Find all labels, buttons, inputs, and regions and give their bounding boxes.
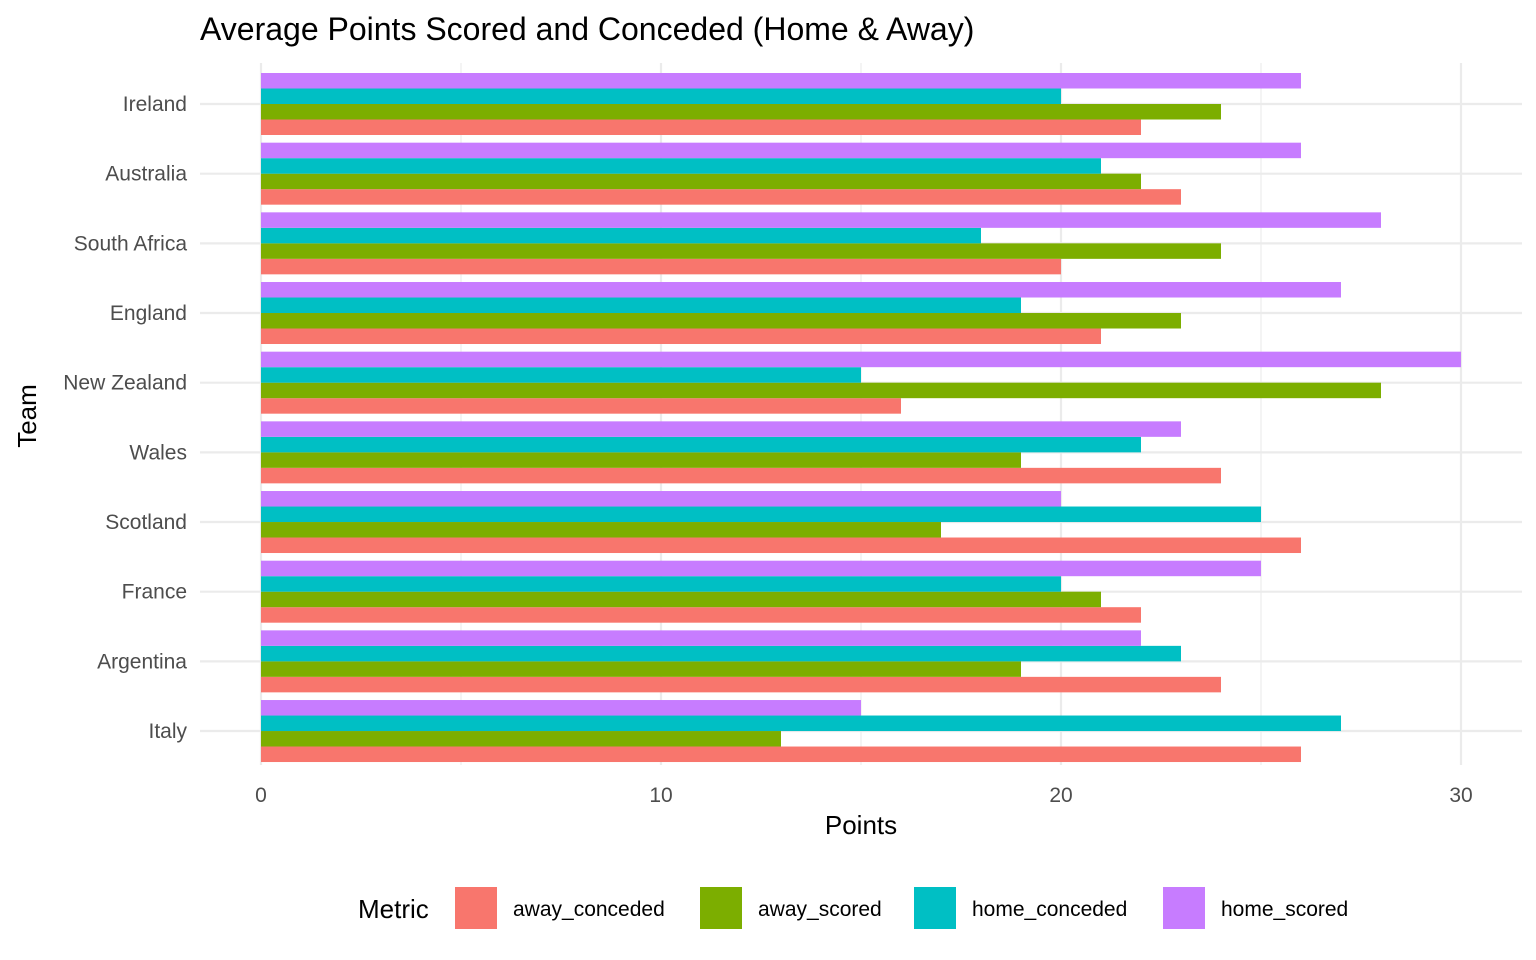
bar-away_scored-australia bbox=[261, 173, 1141, 190]
x-tick-label: 20 bbox=[1049, 784, 1072, 807]
y-tick-label: Scotland bbox=[105, 511, 187, 534]
bar-away_conceded-australia bbox=[261, 189, 1181, 205]
legend-key-away_conceded bbox=[455, 887, 497, 929]
bar-away_scored-south-africa bbox=[261, 243, 1221, 259]
bar-home_scored-france bbox=[261, 560, 1261, 577]
bar-home_conceded-australia bbox=[261, 158, 1101, 174]
legend: Metric away_conceded away_scored home_conc… bbox=[358, 887, 1348, 929]
bar-home_scored-new-zealand bbox=[261, 351, 1461, 368]
bar-home_conceded-south-africa bbox=[261, 227, 981, 244]
bars bbox=[261, 73, 1461, 763]
bar-away_conceded-wales bbox=[261, 467, 1221, 484]
y-axis-ticks: Ireland Australia South Africa England New Z… bbox=[63, 93, 187, 743]
y-tick-label: Argentina bbox=[97, 650, 187, 673]
bar-home_scored-australia bbox=[261, 142, 1301, 159]
bar-away_scored-new-zealand bbox=[261, 382, 1381, 399]
legend-key-away_scored bbox=[700, 887, 742, 929]
bar-home_scored-scotland bbox=[261, 491, 1061, 507]
bar-away_scored-wales bbox=[261, 452, 1021, 468]
bar-home_scored-south-africa bbox=[261, 212, 1381, 228]
bar-away_conceded-south-africa bbox=[261, 258, 1061, 275]
y-axis-title: Team bbox=[12, 384, 42, 448]
bar-away_conceded-argentina bbox=[261, 676, 1221, 693]
x-tick-label: 10 bbox=[649, 784, 672, 807]
y-tick-label: Italy bbox=[148, 720, 187, 743]
legend-label-away_scored: away_scored bbox=[758, 898, 882, 921]
bar-away_scored-argentina bbox=[261, 661, 1021, 677]
bar-away_scored-scotland bbox=[261, 522, 941, 538]
bar-home_conceded-argentina bbox=[261, 645, 1181, 662]
bar-away_conceded-ireland bbox=[261, 119, 1141, 135]
x-axis-title: Points bbox=[825, 810, 897, 840]
y-tick-label: South Africa bbox=[74, 232, 188, 255]
bar-home_conceded-scotland bbox=[261, 506, 1261, 523]
x-tick-label: 30 bbox=[1449, 784, 1472, 807]
y-tick-label: Australia bbox=[105, 163, 187, 186]
legend-label-home_conceded: home_conceded bbox=[972, 898, 1127, 921]
bar-home_scored-england bbox=[261, 282, 1341, 298]
legend-title: Metric bbox=[358, 894, 429, 924]
bar-away_scored-england bbox=[261, 313, 1181, 329]
bar-away_conceded-france bbox=[261, 607, 1141, 623]
bar-away_conceded-italy bbox=[261, 746, 1301, 763]
bar-home_scored-argentina bbox=[261, 630, 1141, 646]
bar-home_conceded-italy bbox=[261, 715, 1341, 732]
bar-home_conceded-ireland bbox=[261, 88, 1061, 104]
bar-away_conceded-new-zealand bbox=[261, 398, 901, 414]
bar-home_conceded-france bbox=[261, 576, 1061, 592]
y-tick-label: England bbox=[110, 302, 187, 325]
bar-away_conceded-scotland bbox=[261, 537, 1301, 554]
y-tick-label: New Zealand bbox=[63, 372, 187, 395]
chart-title: Average Points Scored and Conceded (Home… bbox=[200, 11, 974, 47]
y-tick-label: France bbox=[122, 581, 187, 604]
bar-home_scored-ireland bbox=[261, 73, 1301, 89]
legend-key-home_conceded bbox=[914, 887, 956, 929]
bar-home_conceded-new-zealand bbox=[261, 367, 861, 383]
bar-away_scored-ireland bbox=[261, 104, 1221, 120]
bar-away_conceded-england bbox=[261, 328, 1101, 345]
bar-away_scored-italy bbox=[261, 731, 781, 747]
bar-home_conceded-wales bbox=[261, 436, 1141, 453]
bar-away_scored-france bbox=[261, 591, 1101, 608]
bar-home_scored-wales bbox=[261, 421, 1181, 437]
x-axis-ticks: 0 10 20 30 bbox=[255, 784, 1473, 807]
bar-home_scored-italy bbox=[261, 700, 861, 716]
bar-home_conceded-england bbox=[261, 297, 1021, 314]
y-tick-label: Ireland bbox=[123, 93, 187, 116]
legend-label-home_scored: home_scored bbox=[1221, 898, 1348, 921]
legend-label-away_conceded: away_conceded bbox=[513, 898, 665, 921]
legend-key-home_scored bbox=[1163, 887, 1205, 929]
y-tick-label: Wales bbox=[129, 441, 187, 464]
x-tick-label: 0 bbox=[255, 784, 267, 807]
